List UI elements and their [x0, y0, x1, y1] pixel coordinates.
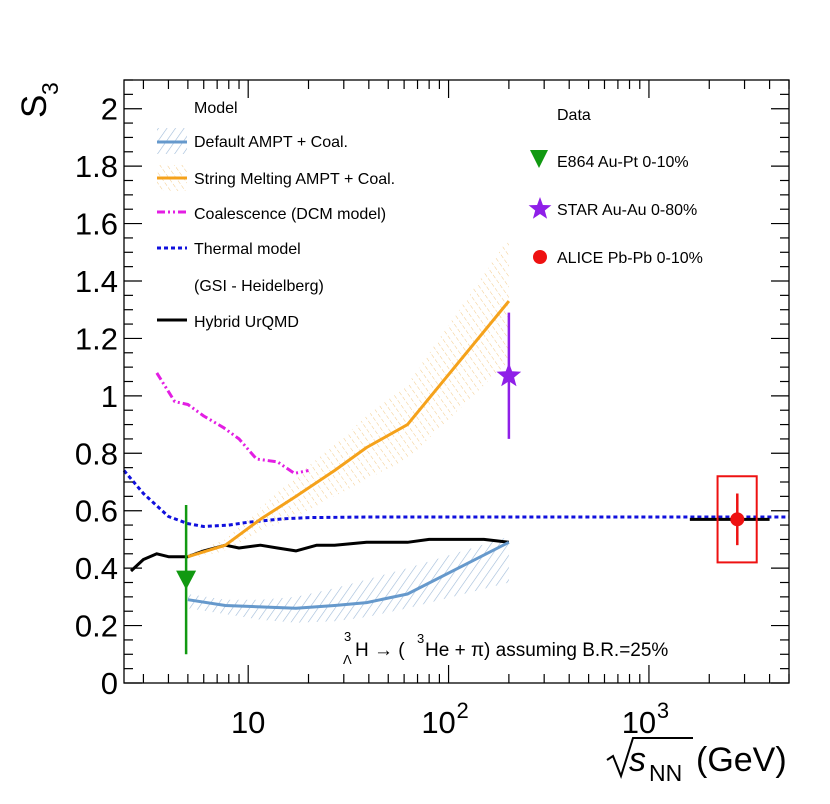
legend-default-ampt-label: Default AMPT + Coal. [194, 134, 348, 151]
systematic-box [716, 475, 758, 564]
x-tick-label: 10 [231, 705, 265, 740]
series-line-1 [187, 300, 511, 559]
legend-urqmd-label: Hybrid UrQMD [194, 314, 299, 331]
x-axis-label-unit: (GeV) [696, 741, 787, 779]
legend-string-melting-label: String Melting AMPT + Coal. [194, 171, 395, 188]
legend-coalescence-label: Coalescence (DCM model) [194, 206, 386, 223]
legend-star-marker [528, 197, 552, 219]
x-tick-label: 10 [622, 705, 656, 740]
series-line-0 [187, 540, 510, 610]
y-tick-label: 0.8 [75, 436, 118, 471]
legend-thermal-label-2: (GSI - Heidelberg) [194, 278, 324, 295]
y-tick-label: 1.2 [75, 321, 118, 356]
legend-alice-label: ALICE Pb-Pb 0-10% [557, 250, 703, 267]
y-tick-label: 0.4 [75, 551, 118, 586]
annotation-hyper-sub: Λ [343, 652, 352, 667]
legend-thermal-label: Thermal model [194, 241, 301, 258]
data-point-star [496, 362, 522, 387]
y-tick-label: 1.6 [75, 207, 118, 242]
model-legend: Model Default AMPT + Coal. String Meltin… [157, 100, 395, 331]
annotation-he-sup: 3 [417, 631, 424, 646]
x-axis-label-subscript: NN [649, 760, 682, 786]
model-curves [122, 300, 789, 610]
data-point-alice [730, 512, 745, 527]
legend-e864-label: E864 Au-Pt 0-10% [557, 154, 689, 171]
series-line-3 [122, 469, 789, 528]
legend-star-label: STAR Au-Au 0-80% [557, 202, 697, 219]
annotation-part-1: H → ( [355, 640, 405, 661]
legend-e864-marker [530, 150, 548, 168]
band-0 [187, 536, 509, 623]
x-tick-label: 10 [421, 705, 455, 740]
uncertainty-bands [187, 237, 509, 623]
legend-models-title: Model [194, 100, 238, 117]
y-axis-ticks: 0 0.2 0.4 0.6 0.8 1 1.2 1.4 1.6 1.8 2 [75, 79, 789, 701]
data-point-e864 [176, 570, 197, 590]
x-tick-exponent: 3 [657, 698, 669, 723]
y-axis-label: S [15, 95, 54, 118]
legend-alice-marker [533, 250, 547, 264]
series-line-4 [129, 537, 510, 573]
annotation-hyper-sup: 3 [344, 629, 351, 644]
data-legend: Data E864 Au-Pt 0-10% STAR Au-Au 0-80% A… [528, 107, 703, 267]
y-tick-label: 0.2 [75, 609, 118, 644]
y-tick-label: 2 [101, 92, 118, 127]
series-line-2 [155, 372, 309, 475]
y-tick-label: 0 [101, 666, 118, 701]
x-axis-title: s NN (GeV) [606, 737, 787, 786]
band-1 [187, 237, 509, 560]
decay-annotation: 3 Λ H → ( 3 He + π) assuming B.R.=25% [343, 629, 668, 667]
data-points [176, 312, 770, 655]
y-tick-label: 0.6 [75, 494, 118, 529]
y-axis-label-subscript: 3 [37, 82, 63, 95]
x-axis-ticks: 10 10 2 10 3 [142, 80, 790, 740]
y-tick-label: 1.4 [75, 264, 118, 299]
legend-data-title: Data [557, 107, 591, 124]
sqrt-symbol [606, 737, 693, 779]
x-axis-label-s: s [629, 741, 646, 779]
annotation-part-2: He + π) assuming B.R.=25% [425, 640, 668, 661]
y-axis-title: S 3 [15, 82, 63, 118]
y-tick-label: 1 [101, 379, 118, 414]
y-tick-label: 1.8 [75, 149, 118, 184]
x-tick-exponent: 2 [456, 698, 468, 723]
